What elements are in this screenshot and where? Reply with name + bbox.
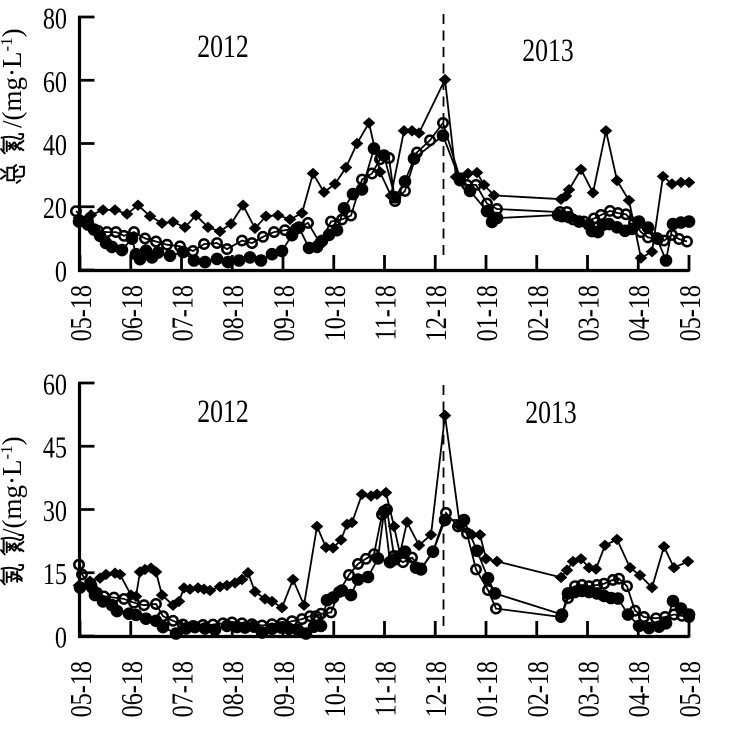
svg-text:15: 15 xyxy=(43,557,67,592)
svg-text:05-18: 05-18 xyxy=(64,285,99,341)
svg-text:2012: 2012 xyxy=(197,394,248,430)
svg-text:02-18: 02-18 xyxy=(521,285,556,341)
svg-text:01-18: 01-18 xyxy=(470,661,505,717)
svg-text:30: 30 xyxy=(43,494,67,529)
svg-text:11-18: 11-18 xyxy=(369,285,404,340)
svg-text:40: 40 xyxy=(43,128,67,163)
svg-text:05-18: 05-18 xyxy=(673,661,708,717)
svg-text:06-18: 06-18 xyxy=(115,661,150,717)
svg-text:12-18: 12-18 xyxy=(419,661,454,717)
svg-text:05-18: 05-18 xyxy=(64,661,99,717)
svg-text:2013: 2013 xyxy=(525,395,576,431)
svg-text:60: 60 xyxy=(43,65,67,100)
svg-text:06-18: 06-18 xyxy=(115,285,150,341)
svg-text:20: 20 xyxy=(43,191,67,226)
svg-text:08-18: 08-18 xyxy=(216,661,251,717)
svg-text:09-18: 09-18 xyxy=(267,661,302,717)
svg-text:10-18: 10-18 xyxy=(318,285,353,341)
svg-text:0: 0 xyxy=(55,255,67,290)
svg-text:08-18: 08-18 xyxy=(216,285,251,341)
svg-text:0: 0 xyxy=(55,621,67,656)
svg-text:03-18: 03-18 xyxy=(572,285,607,341)
svg-text:01-18: 01-18 xyxy=(470,285,505,341)
svg-text:09-18: 09-18 xyxy=(267,285,302,341)
svg-text:12-18: 12-18 xyxy=(419,285,454,341)
svg-text:03-18: 03-18 xyxy=(572,661,607,717)
svg-text:04-18: 04-18 xyxy=(622,285,657,341)
svg-text:11-18: 11-18 xyxy=(369,661,404,716)
svg-text:60: 60 xyxy=(43,368,67,403)
svg-text:05-18: 05-18 xyxy=(673,285,708,341)
svg-text:80: 80 xyxy=(43,2,67,37)
svg-text:2012: 2012 xyxy=(197,29,248,65)
svg-text:04-18: 04-18 xyxy=(622,661,657,717)
svg-text:2013: 2013 xyxy=(522,33,573,69)
svg-text:10-18: 10-18 xyxy=(318,661,353,717)
svg-text:07-18: 07-18 xyxy=(166,285,201,341)
svg-text:45: 45 xyxy=(43,431,67,466)
svg-text:07-18: 07-18 xyxy=(166,661,201,717)
svg-text:02-18: 02-18 xyxy=(521,661,556,717)
